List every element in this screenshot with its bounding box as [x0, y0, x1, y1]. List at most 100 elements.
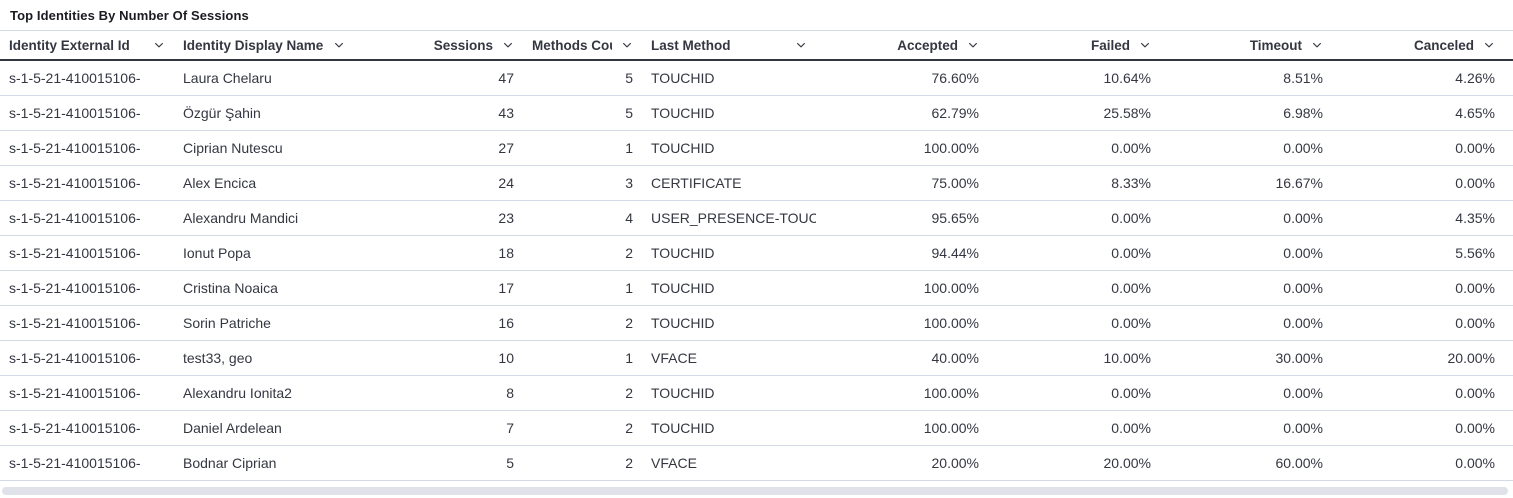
- cell-last_method: TOUCHID: [651, 245, 715, 261]
- cell-failed: 10.64%: [1103, 70, 1151, 86]
- cell-sessions: 24: [498, 175, 514, 191]
- cell-identity_display_name: Alexandru Mandici: [183, 210, 299, 226]
- cell-failed: 25.58%: [1103, 105, 1151, 121]
- chevron-down-icon[interactable]: [1483, 39, 1495, 51]
- horizontal-scrollbar[interactable]: [2, 487, 1508, 495]
- cell-failed: 0.00%: [1111, 210, 1151, 226]
- chevron-down-icon[interactable]: [502, 39, 514, 51]
- cell-timeout: 0.00%: [1283, 245, 1323, 261]
- cell-last_method: CERTIFICATE: [651, 175, 742, 191]
- cell-identity_display_name: Sorin Patriche: [183, 315, 271, 331]
- column-header-label: Timeout: [1249, 37, 1302, 53]
- cell-identity_display_name: Ionut Popa: [183, 245, 251, 261]
- cell-identity_display_name: Laura Chelaru: [183, 70, 272, 86]
- cell-timeout: 16.67%: [1275, 175, 1323, 191]
- cell-last_method: TOUCHID: [651, 140, 715, 156]
- cell-accepted: 20.00%: [931, 455, 979, 471]
- cell-methods_count: 2: [625, 420, 633, 436]
- column-header-label: Accepted: [897, 37, 958, 53]
- cell-methods_count: 1: [625, 140, 633, 156]
- cell-timeout: 60.00%: [1275, 455, 1323, 471]
- cell-canceled: 4.65%: [1455, 105, 1495, 121]
- table-row: s-1-5-21-410015106- Ionut Popa 18 2 TOUCHID 9…: [0, 236, 1513, 271]
- column-header-methods_count[interactable]: Methods Count: [523, 31, 642, 59]
- cell-sessions: 16: [498, 315, 514, 331]
- cell-timeout: 0.00%: [1283, 420, 1323, 436]
- cell-accepted: 75.00%: [931, 175, 979, 191]
- cell-sessions: 43: [498, 105, 514, 121]
- cell-identity_display_name: Bodnar Ciprian: [183, 455, 277, 471]
- column-header-failed[interactable]: Failed: [988, 31, 1160, 59]
- cell-canceled: 0.00%: [1455, 455, 1495, 471]
- column-header-label: Identity Display Name: [183, 37, 324, 53]
- table-row: s-1-5-21-410015106- Alexandru Mandici 23 4 U…: [0, 201, 1513, 236]
- chevron-down-icon[interactable]: [153, 39, 165, 51]
- cell-identity_external_id: s-1-5-21-410015106-: [9, 315, 141, 331]
- cell-accepted: 100.00%: [923, 140, 979, 156]
- column-header-accepted[interactable]: Accepted: [816, 31, 988, 59]
- cell-canceled: 0.00%: [1455, 280, 1495, 296]
- cell-methods_count: 1: [625, 280, 633, 296]
- chevron-down-icon[interactable]: [795, 39, 807, 51]
- cell-failed: 0.00%: [1111, 385, 1151, 401]
- cell-canceled: 0.00%: [1455, 175, 1495, 191]
- cell-failed: 10.00%: [1103, 350, 1151, 366]
- column-header-canceled[interactable]: Canceled: [1332, 31, 1504, 59]
- cell-methods_count: 1: [625, 350, 633, 366]
- column-header-label: Canceled: [1413, 37, 1474, 53]
- cell-canceled: 0.00%: [1455, 140, 1495, 156]
- cell-identity_display_name: Daniel Ardelean: [183, 420, 282, 436]
- cell-sessions: 18: [498, 245, 514, 261]
- cell-sessions: 7: [506, 420, 514, 436]
- cell-accepted: 76.60%: [931, 70, 979, 86]
- cell-sessions: 47: [498, 70, 514, 86]
- cell-timeout: 0.00%: [1283, 140, 1323, 156]
- cell-canceled: 20.00%: [1447, 350, 1495, 366]
- table-row: s-1-5-21-410015106- Bodnar Ciprian 5 2 VFACE…: [0, 446, 1513, 481]
- identities-table: Identity External Id Identity Display Nam…: [0, 30, 1513, 481]
- cell-last_method: TOUCHID: [651, 385, 715, 401]
- cell-methods_count: 2: [625, 315, 633, 331]
- cell-methods_count: 2: [625, 455, 633, 471]
- cell-timeout: 0.00%: [1283, 385, 1323, 401]
- column-header-identity_external_id[interactable]: Identity External Id: [0, 31, 174, 59]
- horizontal-scrollbar-thumb[interactable]: [2, 487, 1508, 495]
- cell-timeout: 0.00%: [1283, 280, 1323, 296]
- cell-sessions: 27: [498, 140, 514, 156]
- chevron-down-icon[interactable]: [333, 39, 345, 51]
- cell-timeout: 0.00%: [1283, 315, 1323, 331]
- panel-title: Top Identities By Number Of Sessions: [10, 8, 249, 23]
- column-header-identity_display_name[interactable]: Identity Display Name: [174, 31, 354, 59]
- chevron-down-icon[interactable]: [1311, 39, 1323, 51]
- cell-accepted: 100.00%: [923, 315, 979, 331]
- column-header-timeout[interactable]: Timeout: [1160, 31, 1332, 59]
- cell-identity_display_name: Ciprian Nutescu: [183, 140, 283, 156]
- column-header-label: Identity External Id: [9, 37, 130, 53]
- table-row: s-1-5-21-410015106- Sorin Patriche 16 2 TOUC…: [0, 306, 1513, 341]
- table-row: s-1-5-21-410015106- Cristina Noaica 17 1 TOU…: [0, 271, 1513, 306]
- cell-canceled: 0.00%: [1455, 385, 1495, 401]
- cell-failed: 8.33%: [1111, 175, 1151, 191]
- chevron-down-icon[interactable]: [621, 39, 633, 51]
- cell-identity_external_id: s-1-5-21-410015106-: [9, 280, 141, 296]
- chevron-down-icon[interactable]: [1139, 39, 1151, 51]
- cell-sessions: 8: [506, 385, 514, 401]
- cell-canceled: 4.35%: [1455, 210, 1495, 226]
- cell-identity_display_name: Alex Encica: [183, 175, 257, 191]
- cell-sessions: 5: [506, 455, 514, 471]
- cell-last_method: TOUCHID: [651, 315, 715, 331]
- cell-accepted: 100.00%: [923, 385, 979, 401]
- cell-timeout: 0.00%: [1283, 210, 1323, 226]
- column-header-sessions[interactable]: Sessions: [354, 31, 523, 59]
- cell-methods_count: 2: [625, 385, 633, 401]
- cell-accepted: 40.00%: [931, 350, 979, 366]
- cell-accepted: 62.79%: [931, 105, 979, 121]
- cell-identity_display_name: Alexandru Ionita2: [183, 385, 292, 401]
- table-row: s-1-5-21-410015106- Alex Encica 24 3 CERTIFI…: [0, 166, 1513, 201]
- cell-identity_display_name: test33, geo: [183, 350, 253, 366]
- chevron-down-icon[interactable]: [967, 39, 979, 51]
- table-row: s-1-5-21-410015106- Laura Chelaru 47 5 TOUCH…: [0, 61, 1513, 96]
- cell-identity_display_name: Cristina Noaica: [183, 280, 278, 296]
- cell-identity_external_id: s-1-5-21-410015106-: [9, 385, 141, 401]
- column-header-last_method[interactable]: Last Method: [642, 31, 816, 59]
